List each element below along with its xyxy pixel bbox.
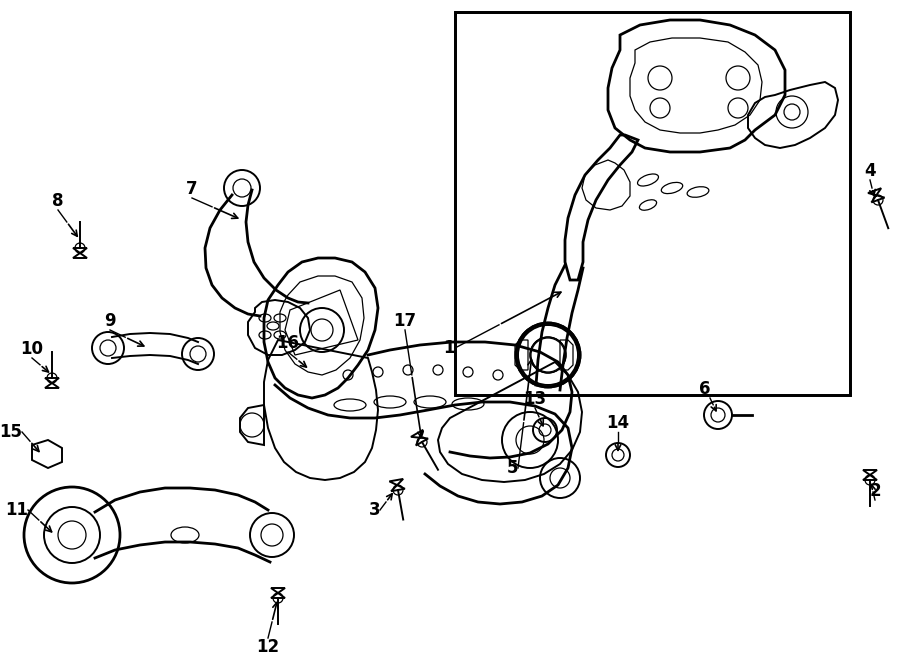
Text: 4: 4	[864, 162, 876, 180]
Text: 6: 6	[698, 380, 710, 398]
Text: 9: 9	[104, 312, 116, 330]
Text: 15: 15	[0, 423, 22, 441]
Bar	[455, 12, 850, 395]
Text: 7: 7	[186, 180, 198, 198]
Text: 16: 16	[276, 334, 300, 352]
Text: 12: 12	[256, 638, 280, 656]
Text: 5: 5	[507, 459, 518, 477]
Text: 10: 10	[21, 340, 43, 358]
Text: 11: 11	[5, 501, 28, 519]
Text: 17: 17	[393, 312, 417, 330]
Text: 2: 2	[869, 482, 881, 500]
Text: 3: 3	[368, 501, 380, 519]
Text: 1: 1	[444, 339, 455, 357]
Text: 8: 8	[52, 192, 64, 210]
Text: 14: 14	[607, 414, 630, 432]
Text: 13: 13	[524, 390, 546, 408]
Bar	[455, 12, 850, 395]
